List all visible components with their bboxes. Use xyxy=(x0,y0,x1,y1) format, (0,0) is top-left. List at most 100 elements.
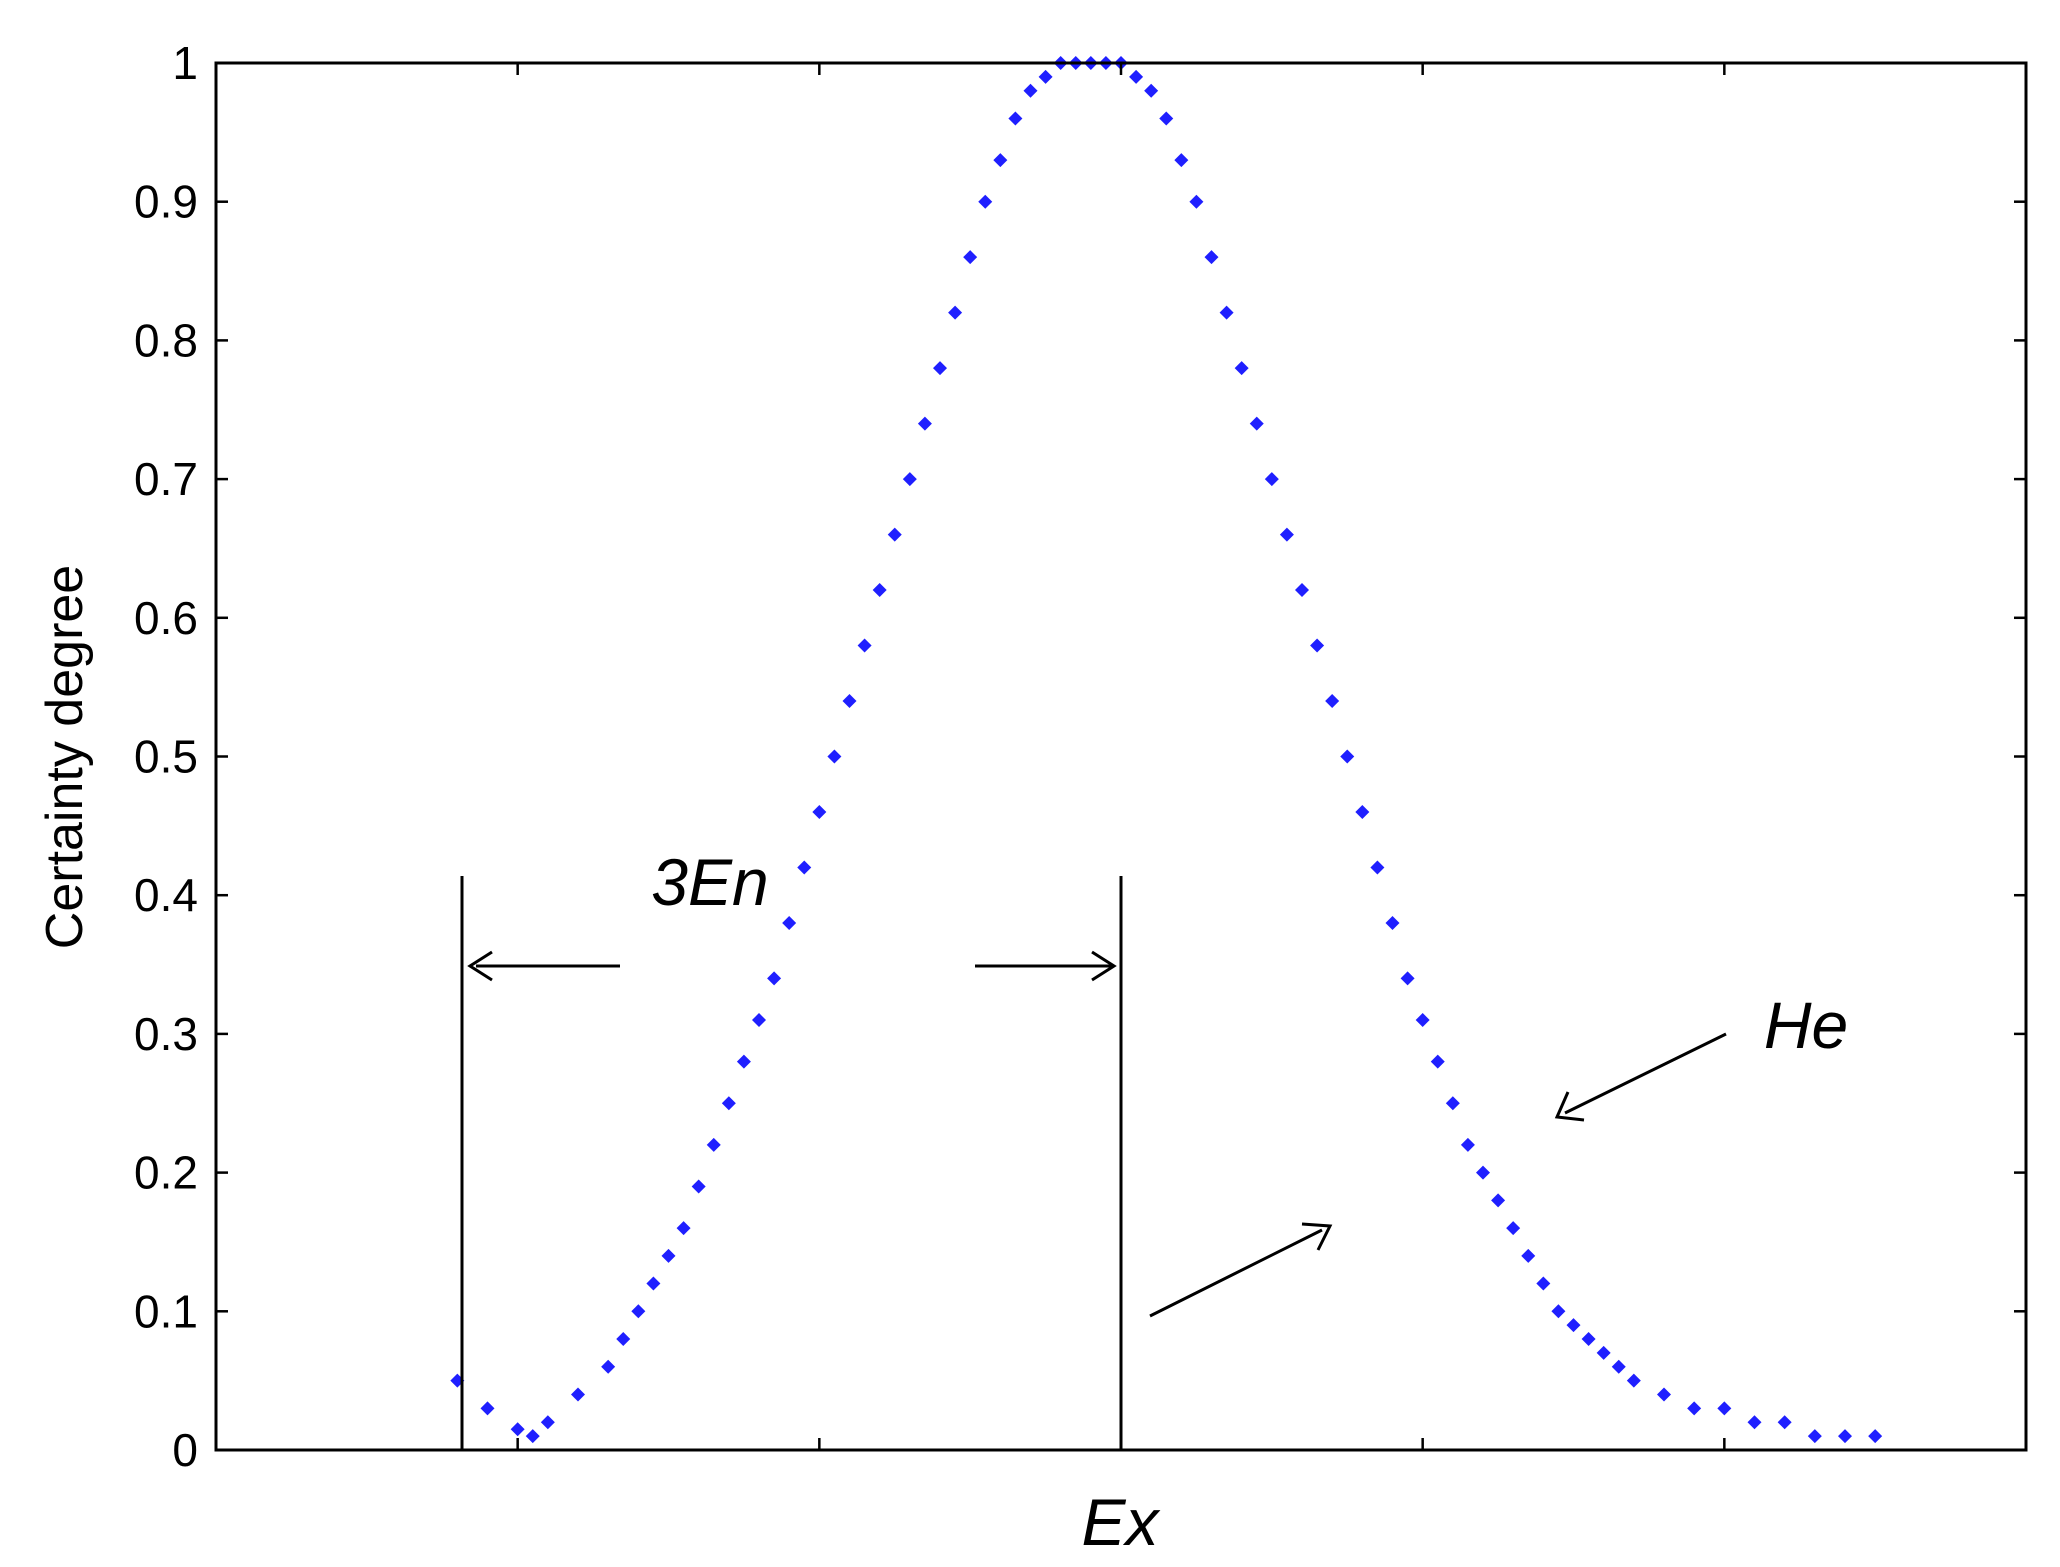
scatter-point xyxy=(1611,1359,1626,1374)
scatter-point xyxy=(782,915,797,930)
scatter-point xyxy=(661,1248,676,1263)
x-axis-title: Ex xyxy=(1081,1485,1160,1559)
he-label: He xyxy=(1764,988,1848,1062)
scatter-point xyxy=(706,1137,721,1152)
scatter-point xyxy=(1038,69,1053,84)
scatter-point xyxy=(1476,1165,1490,1180)
scatter-point xyxy=(1234,361,1249,376)
scatter-point xyxy=(1657,1387,1671,1402)
scatter-point xyxy=(1626,1373,1641,1388)
scatter-point xyxy=(1174,153,1189,168)
scatter-point xyxy=(1491,1193,1506,1208)
y-tick-label: 0.8 xyxy=(134,314,198,366)
y-tick-label: 1 xyxy=(172,37,198,89)
scatter-point xyxy=(933,361,947,376)
scatter-point xyxy=(1159,111,1174,126)
scatter-point xyxy=(1264,472,1279,487)
scatter-point xyxy=(978,194,993,209)
scatter-point xyxy=(857,638,872,653)
scatter-point xyxy=(691,1179,706,1194)
scatter-point xyxy=(887,527,902,542)
scatter-point xyxy=(917,416,932,431)
scatter-point xyxy=(1355,804,1370,819)
he-arrow-upper-shaft xyxy=(1564,1032,1727,1115)
y-axis-title: Certainty degree xyxy=(36,565,94,949)
scatter-point xyxy=(1687,1401,1702,1416)
he-arrow-lower-head xyxy=(1301,1222,1333,1251)
scatter-point xyxy=(1279,527,1294,542)
scatter-point xyxy=(993,153,1008,168)
scatter-point xyxy=(1204,250,1219,265)
scatter-point xyxy=(1219,305,1234,320)
scatter-point xyxy=(1008,111,1023,126)
scatter-point xyxy=(797,860,812,875)
scatter-point xyxy=(1717,1401,1732,1416)
y-tick-label: 0.9 xyxy=(134,176,198,228)
scatter-point xyxy=(1385,915,1400,930)
scatter-point xyxy=(1868,1429,1883,1444)
y-tick-label: 0.4 xyxy=(134,869,198,921)
scatter-point xyxy=(1295,583,1309,598)
scatter-point xyxy=(646,1276,661,1291)
scatter-point xyxy=(1144,83,1159,98)
scatter-point xyxy=(1340,749,1355,764)
y-tick-labels: 0 0.1 0.2 0.3 0.4 0.5 0.6 0.7 0.8 0.9 1 xyxy=(134,37,198,1476)
span-right-arrowhead xyxy=(1091,950,1117,982)
y-tick-label: 0.1 xyxy=(134,1285,198,1337)
scatter-point xyxy=(676,1221,691,1236)
he-arrow-upper-head xyxy=(1554,1091,1585,1122)
scatter-point xyxy=(1551,1304,1566,1319)
scatter-point xyxy=(902,472,917,487)
scatter-point xyxy=(1445,1096,1460,1111)
scatter-point xyxy=(631,1304,646,1319)
scatter-point xyxy=(525,1429,540,1444)
scatter-point xyxy=(1415,1013,1430,1028)
y-tick-label: 0 xyxy=(172,1424,198,1476)
points-layer xyxy=(450,56,1883,1444)
scatter-point xyxy=(1325,694,1340,709)
scatter-point xyxy=(1310,638,1325,653)
scatter-point xyxy=(1430,1054,1445,1069)
scatter-point xyxy=(752,1013,766,1028)
scatter-point xyxy=(1506,1221,1521,1236)
scatter-point xyxy=(1581,1332,1596,1347)
scatter-point xyxy=(616,1332,631,1347)
scatter-point xyxy=(1536,1276,1551,1291)
scatter-point xyxy=(812,804,827,819)
scatter-point xyxy=(1838,1429,1852,1444)
scatter-point xyxy=(1400,971,1415,986)
y-tick-label: 0.7 xyxy=(134,453,198,505)
y-tick-label: 0.2 xyxy=(134,1147,198,1199)
scatter-point xyxy=(721,1096,736,1111)
span-label: 3En xyxy=(651,845,768,919)
scatter-point xyxy=(767,971,782,986)
y-tick-label: 0.6 xyxy=(134,592,198,644)
scatter-point xyxy=(571,1387,585,1402)
scatter-point xyxy=(1460,1137,1475,1152)
scatter-point xyxy=(1370,860,1385,875)
scatter-point xyxy=(601,1359,616,1374)
scatter-point xyxy=(1023,83,1038,98)
scatter-point xyxy=(1566,1318,1581,1333)
scatter-point xyxy=(510,1422,525,1437)
scatter-point xyxy=(1189,194,1204,209)
scatter-point xyxy=(842,694,857,709)
scatter-point xyxy=(827,749,842,764)
y-tick-label: 0.3 xyxy=(134,1008,198,1060)
span-left-arrowhead xyxy=(467,950,493,982)
scatter-point xyxy=(948,305,963,320)
scatter-point xyxy=(872,583,887,598)
scatter-point xyxy=(1521,1248,1536,1263)
scatter-point xyxy=(1777,1415,1792,1430)
scatter-point xyxy=(1249,416,1264,431)
scatter-point xyxy=(540,1415,555,1430)
scatter-point xyxy=(1129,69,1144,84)
scatter-point xyxy=(963,250,978,265)
scatter-point xyxy=(1596,1345,1611,1360)
he-arrow-lower-shaft xyxy=(1149,1228,1323,1318)
scatter-point xyxy=(480,1401,495,1416)
scatter-point xyxy=(736,1054,751,1069)
scatter-point xyxy=(1747,1415,1762,1430)
